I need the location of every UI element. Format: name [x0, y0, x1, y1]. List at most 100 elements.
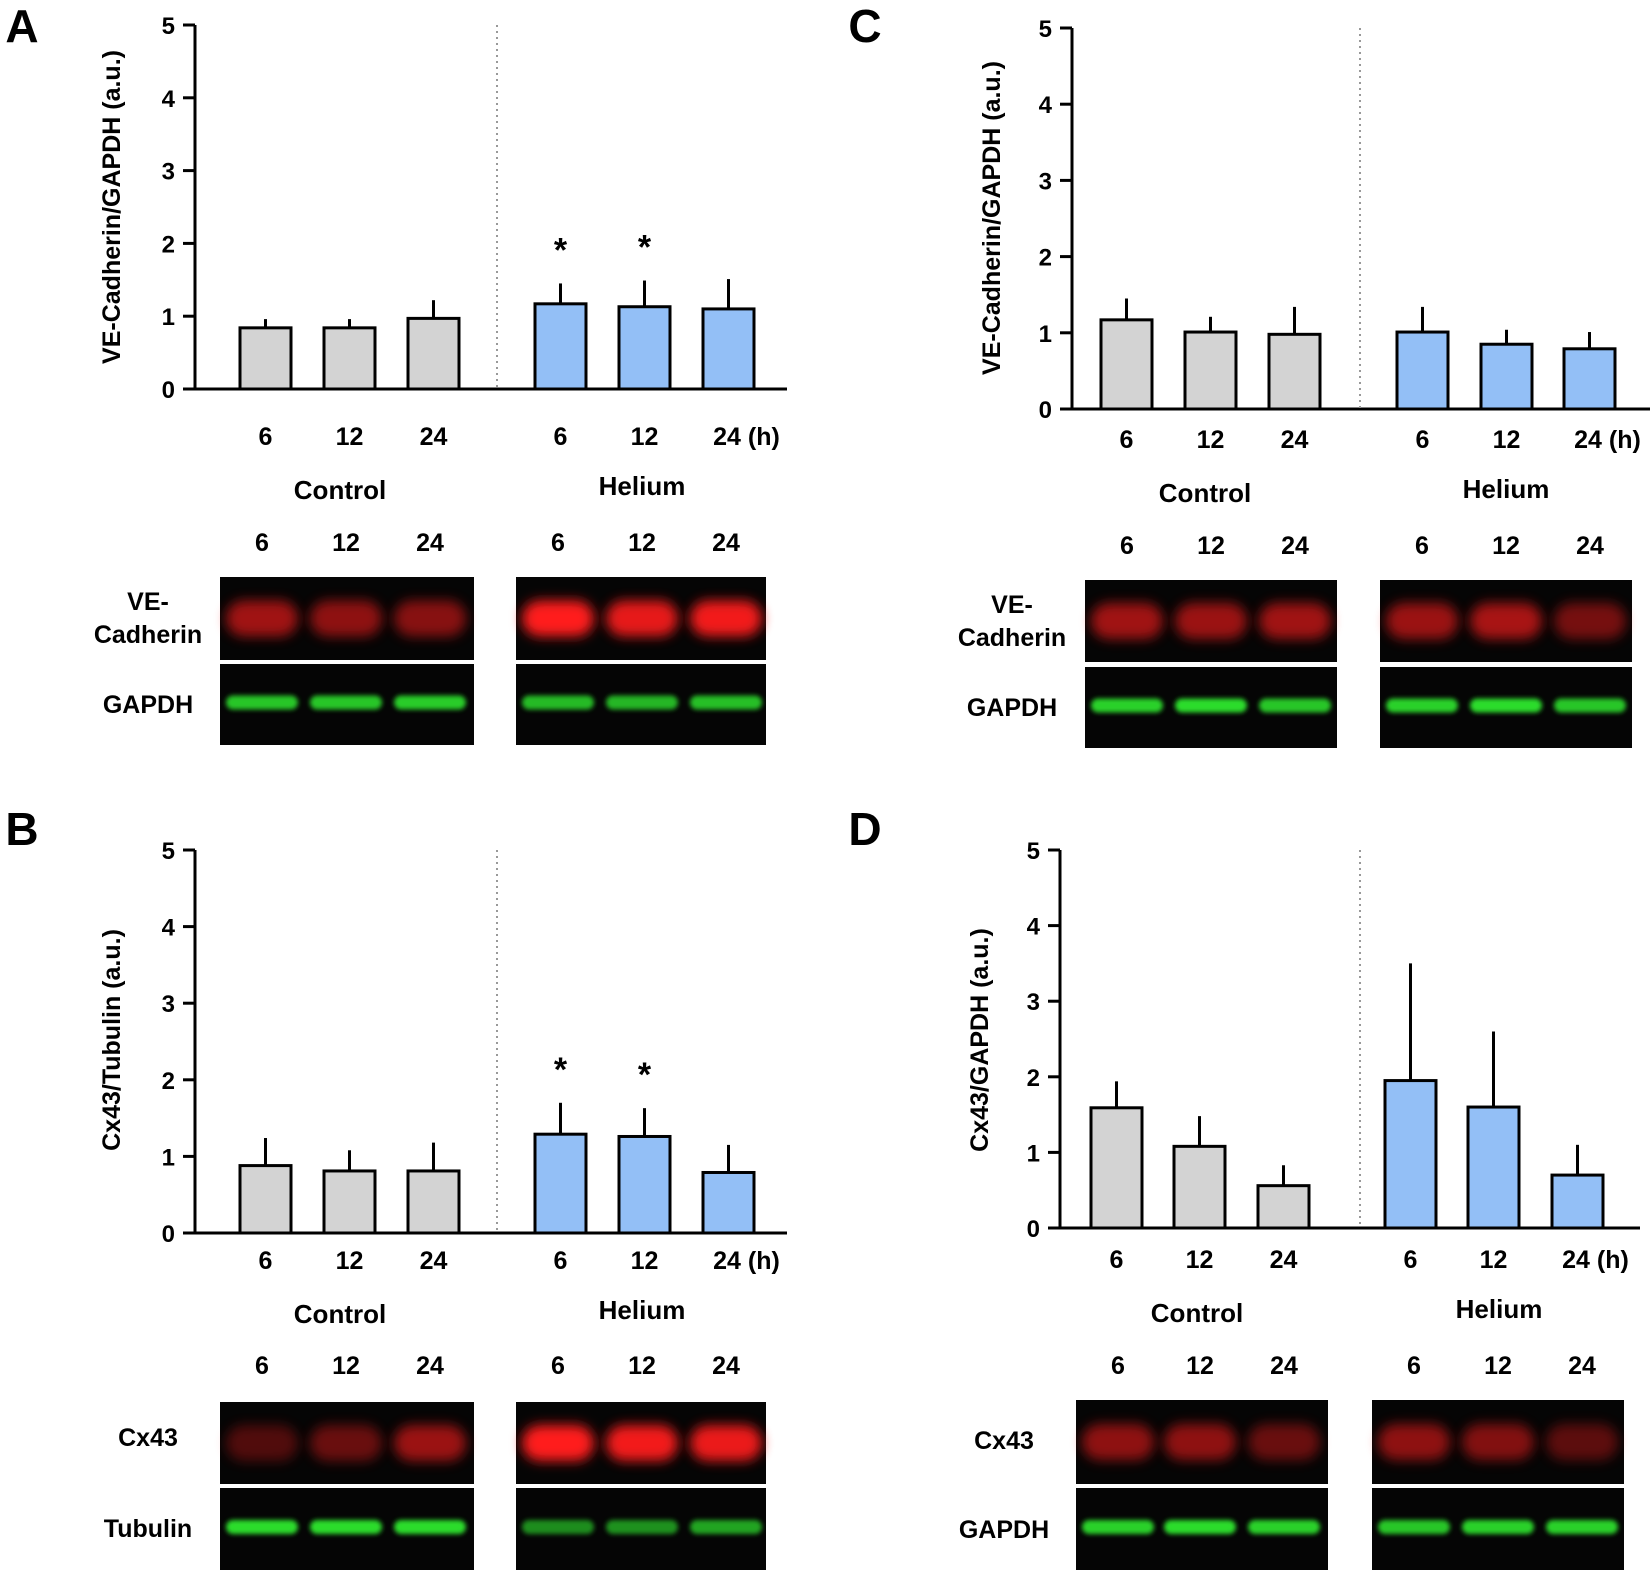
blot-row-label: Cadherin [94, 621, 202, 649]
blot-band-green [1082, 1520, 1154, 1534]
blot-band-red [310, 600, 382, 637]
blot-row-label: VE- [991, 591, 1033, 619]
group-label-helium: Helium [1456, 1294, 1543, 1324]
blot-band-red [394, 1425, 466, 1461]
blot-band-red [1386, 603, 1458, 639]
blot-row-label: Cx43 [974, 1427, 1034, 1455]
bar-helium-3 [1550, 1173, 1605, 1230]
y-tick-label: 2 [162, 231, 175, 258]
blot-band-green [226, 695, 298, 710]
bar-control-2 [322, 1169, 377, 1235]
blot-lane-label: 12 [332, 1352, 360, 1380]
blot-lane-label: 24 [1576, 532, 1604, 560]
x-tick-label: 6 [554, 423, 568, 451]
blot-band-red [394, 600, 466, 637]
blot-row-label: VE- [127, 588, 169, 616]
blot-lane-label: 6 [551, 529, 565, 557]
x-tick-label: 6 [1110, 1246, 1124, 1274]
blot-lane-label: 24 [1568, 1352, 1596, 1380]
bar-helium-1 [1395, 330, 1450, 411]
bar-helium-1 [533, 302, 588, 391]
blot-row-label: Cadherin [958, 624, 1066, 652]
y-axis-label: Cx43/GAPDH (a.u.) [966, 928, 994, 1152]
blot-band-green [606, 695, 678, 710]
group-label-control: Control [1151, 1298, 1243, 1328]
x-tick-label: 24 (h) [1562, 1246, 1629, 1274]
blot-lane-label: 12 [628, 529, 656, 557]
x-tick-label: 12 [631, 423, 659, 451]
blot-band-red [1164, 1424, 1236, 1460]
panel-letter: C [848, 0, 881, 52]
significance-star: * [638, 1056, 652, 1094]
x-tick-label: 24 [420, 423, 448, 451]
blot-lane-label: 24 [416, 1352, 444, 1380]
y-tick-label: 0 [1039, 397, 1052, 424]
x-tick-label: 12 [1480, 1246, 1508, 1274]
blot-row-label: GAPDH [967, 694, 1057, 722]
blot-lane-label: 12 [628, 1352, 656, 1380]
blot-row-label: GAPDH [959, 1516, 1049, 1544]
bar-control-1 [238, 326, 293, 391]
x-tick-label: 12 [1197, 426, 1225, 454]
blot-band-green [310, 1520, 382, 1534]
blot-band-green [1248, 1520, 1320, 1534]
blot-band-red [310, 1425, 382, 1461]
y-axis-label: VE-Cadherin/GAPDH (a.u.) [98, 50, 126, 364]
blot-band-green [310, 695, 382, 710]
blot-band-red [226, 600, 298, 637]
x-tick-label: 6 [1416, 426, 1430, 454]
bar-control-2 [1172, 1144, 1227, 1230]
x-tick-label: 24 [420, 1247, 448, 1275]
x-tick-label: 12 [336, 1247, 364, 1275]
blot-lane-label: 6 [255, 529, 269, 557]
blot-band-green [394, 695, 466, 710]
blot-lane-label: 12 [1492, 532, 1520, 560]
group-label-control: Control [294, 1299, 386, 1329]
blot-lane-label: 6 [551, 1352, 565, 1380]
blot-band-green [1378, 1520, 1450, 1534]
y-tick-label: 3 [162, 159, 175, 186]
blot-band-red [522, 600, 594, 637]
blot-row-label: Tubulin [104, 1515, 192, 1543]
bar-control-2 [322, 326, 377, 391]
group-label-helium: Helium [599, 471, 686, 501]
blot-band-red [606, 1425, 678, 1461]
blot-band-red [1082, 1424, 1154, 1460]
blot-band-green [690, 695, 762, 710]
significance-star: * [554, 231, 568, 269]
y-tick-label: 1 [1039, 321, 1052, 348]
y-tick-label: 4 [162, 915, 176, 942]
bar-helium-1 [1383, 1079, 1438, 1230]
blot-band-red [1248, 1424, 1320, 1460]
x-tick-label: 12 [1186, 1246, 1214, 1274]
western-blot: 6 12 24 6 12 24 VE- Cadherin GAPDH [958, 532, 1632, 748]
blot-lane-label: 12 [1186, 1352, 1214, 1380]
group-label-helium: Helium [599, 1295, 686, 1325]
blot-row-label: GAPDH [103, 691, 193, 719]
x-tick-label: 6 [1120, 426, 1134, 454]
western-blot: 6 12 24 6 12 24 VE- Cadherin GAPDH [94, 529, 766, 745]
x-tick-label: 12 [631, 1247, 659, 1275]
x-tick-label: 6 [259, 423, 273, 451]
blot-lane-label: 24 [712, 1352, 740, 1380]
y-tick-label: 2 [1039, 245, 1052, 272]
bar-helium-3 [701, 307, 756, 391]
y-tick-label: 4 [162, 86, 176, 113]
x-tick-label: 12 [1493, 426, 1521, 454]
blot-band-green [1554, 698, 1626, 713]
x-tick-label: 6 [554, 1247, 568, 1275]
blot-band-green [1164, 1520, 1236, 1534]
blot-lane-label: 24 [416, 529, 444, 557]
blot-band-green [1091, 698, 1163, 713]
blot-lane-label: 6 [1120, 532, 1134, 560]
panel-letter: D [848, 803, 881, 855]
blot-lane-label: 12 [1484, 1352, 1512, 1380]
blot-band-red [522, 1425, 594, 1461]
x-tick-label: 6 [259, 1247, 273, 1275]
blot-lane-label: 24 [712, 529, 740, 557]
blot-band-green [690, 1520, 762, 1534]
y-tick-label: 1 [162, 1144, 175, 1171]
